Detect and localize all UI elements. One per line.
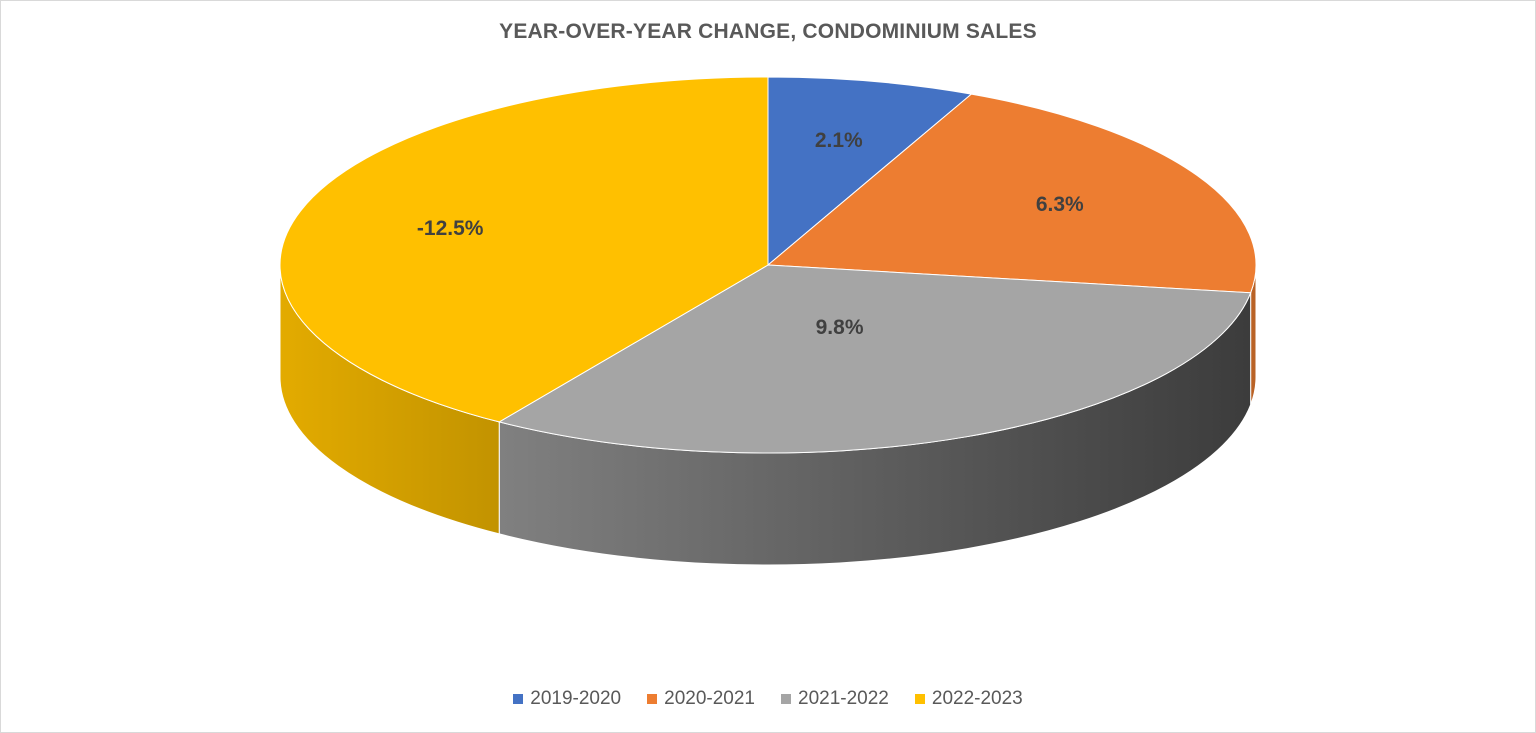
legend-item-y2019-2020: 2019-2020: [513, 688, 621, 710]
pie-slice-y2021-2022: [497, 264, 1252, 454]
data-label-y2019-2020: 2.1%: [815, 129, 863, 152]
pie-slice-y2019-2020: [767, 76, 973, 267]
legend-label-y2020-2021: 2020-2021: [664, 688, 755, 709]
legend-label-y2022-2023: 2022-2023: [931, 688, 1023, 709]
pie-slice-y2022-2023: [279, 76, 769, 423]
legend-item-y2021-2022: 2021-2022: [781, 688, 889, 710]
data-label-y2020-2021: 6.3%: [1036, 193, 1084, 216]
pie-slice-y2020-2021: [766, 93, 1257, 294]
data-label-y2022-2023: -12.5%: [417, 217, 484, 240]
legend-swatch-y2022-2023: [914, 694, 925, 704]
legend-swatch-y2019-2020: [513, 694, 524, 704]
legend-swatch-y2021-2022: [781, 694, 791, 704]
data-label-y2021-2022: 9.8%: [816, 316, 864, 339]
pie-slices: [279, 76, 1257, 454]
legend-item-y2022-2023: 2022-2023: [914, 688, 1023, 710]
legend: 2019-2020 2020-2021 2021-2022 2022-2023: [0, 688, 1536, 710]
legend-swatch-y2020-2021: [647, 694, 658, 704]
legend-label-y2021-2022: 2021-2022: [798, 688, 889, 709]
pie-data-labels: 2.1% 6.3% 9.8% -12.5%: [417, 129, 1084, 339]
chart-title: YEAR-OVER-YEAR CHANGE, CONDOMINIUM SALES: [499, 20, 1037, 43]
legend-label-y2019-2020: 2019-2020: [530, 688, 622, 709]
legend-item-y2020-2021: 2020-2021: [647, 688, 755, 710]
